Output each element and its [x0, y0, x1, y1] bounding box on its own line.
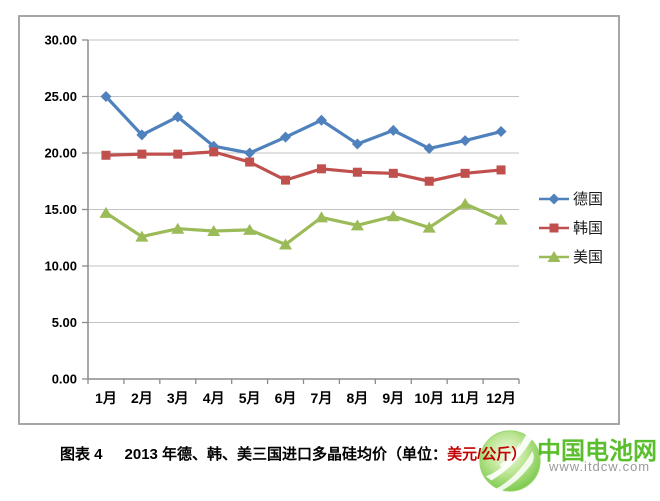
legend-label-usa: 美国	[573, 249, 604, 266]
svg-text:4月: 4月	[203, 390, 225, 406]
caption-figure-number: 图表 4	[60, 446, 103, 463]
caption-text: 2013 年德、韩、美三国进口多晶硅均价（单位：	[124, 446, 448, 463]
svg-text:1月: 1月	[95, 390, 117, 406]
svg-text:0.00: 0.00	[52, 372, 77, 387]
svg-text:8月: 8月	[346, 390, 368, 406]
caption-unit: 美元/公斤）	[447, 446, 527, 463]
legend-label-germany: 德国	[573, 191, 604, 208]
svg-text:2月: 2月	[131, 390, 153, 406]
usa-series-marker-icon	[539, 250, 569, 262]
svg-text:20.00: 20.00	[44, 146, 77, 161]
svg-text:11月: 11月	[451, 390, 480, 406]
legend-item-usa: 美国	[538, 242, 603, 271]
line-chart: 0.00 5.00 10.00 15.00 20.00 25.00 30.00 1月 2月 3月 4…	[44, 33, 520, 406]
legend-item-korea: 韩国	[538, 213, 603, 242]
svg-text:25.00: 25.00	[44, 89, 77, 104]
svg-text:10月: 10月	[414, 390, 444, 406]
korea-series-marker-icon	[539, 223, 569, 232]
svg-text:9月: 9月	[382, 390, 404, 406]
svg-text:5月: 5月	[239, 390, 261, 406]
germany-series-marker-icon	[539, 193, 569, 204]
svg-text:10.00: 10.00	[44, 259, 77, 274]
chart-area: 0.00 5.00 10.00 15.00 20.00 25.00 30.00 1月 2月 3月 4…	[18, 15, 620, 425]
svg-text:5.00: 5.00	[52, 315, 77, 330]
chart-legend: 德国 韩国 美国	[538, 184, 603, 271]
svg-text:30.00: 30.00	[44, 33, 77, 48]
svg-text:15.00: 15.00	[44, 202, 77, 217]
svg-text:6月: 6月	[275, 390, 297, 406]
svg-text:3月: 3月	[167, 390, 189, 406]
legend-item-germany: 德国	[538, 184, 603, 213]
svg-text:12月: 12月	[486, 390, 516, 406]
legend-label-korea: 韩国	[573, 220, 604, 237]
svg-text:7月: 7月	[311, 390, 333, 406]
chart-caption: 图表 4 2013 年德、韩、美三国进口多晶硅均价（单位：美元/公斤）	[60, 443, 620, 464]
